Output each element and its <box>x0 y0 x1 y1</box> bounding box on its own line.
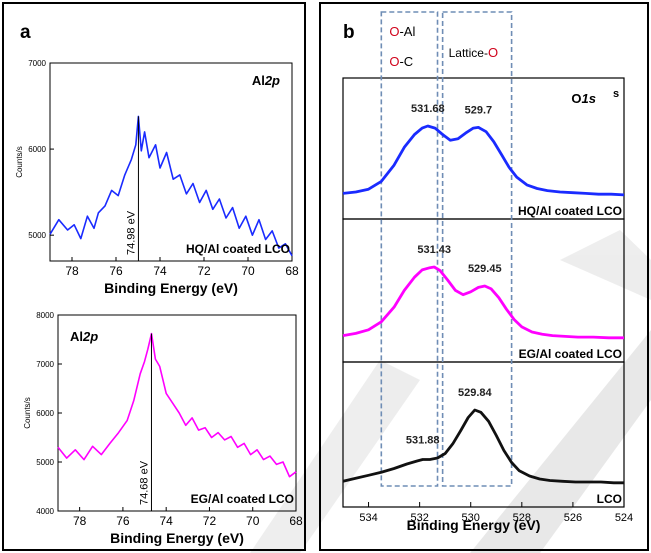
sample-label: HQ/Al coated LCO <box>186 242 290 256</box>
panel-b-label: b <box>343 22 355 43</box>
chart-title: Al2p <box>70 329 98 344</box>
plot-frame <box>49 62 293 262</box>
label-part: -Al <box>399 24 415 39</box>
x-axis-label: Binding Energy (eV) <box>407 517 541 533</box>
peak-label: 531.88 <box>406 435 440 447</box>
chart-o1s: 534 532 530 528 526 524O-AlO-CLattice-O531.68… <box>342 11 633 533</box>
x-tick-label: 526 <box>564 512 582 524</box>
chart-title: Al2p <box>252 73 280 88</box>
x-tick-label: 530 <box>462 512 480 524</box>
region-label: Lattice-O <box>449 45 498 60</box>
sample-label: HQ/Al coated LCO <box>518 204 622 218</box>
panel-b-frame <box>319 2 649 551</box>
x-tick-label: 534 <box>359 512 377 524</box>
label-part: O <box>571 91 581 106</box>
sample-label: LCO <box>597 492 622 506</box>
label-part: 1s <box>582 91 596 106</box>
label-part: Al <box>70 329 83 344</box>
series-line-lco <box>342 408 624 485</box>
peak-label: 531.43 <box>417 244 451 256</box>
chart-title: O1s <box>571 91 596 106</box>
label-part: O <box>488 45 498 60</box>
x-tick-label: 68 <box>289 514 303 528</box>
region-label: O-Al <box>389 24 415 39</box>
sample-label: EG/Al coated LCO <box>519 347 622 361</box>
peak-label: 74.98 eV <box>125 210 137 255</box>
label-part: O <box>389 54 399 69</box>
x-tick-label: 72 <box>203 514 217 528</box>
region-label: O-C <box>389 54 413 69</box>
x-tick-label: 68 <box>285 264 299 278</box>
series-line-eg <box>342 265 624 340</box>
x-tick-label: 78 <box>65 264 79 278</box>
peak-label: 529.7 <box>465 104 493 116</box>
label-part: 2p <box>82 329 98 344</box>
stack-band <box>342 361 625 508</box>
background-watermark <box>250 230 651 553</box>
y-axis-label: Counts/s <box>23 397 32 429</box>
x-tick-label: 74 <box>160 514 174 528</box>
x-tick-label: 76 <box>109 264 123 278</box>
y-tick-label: 6000 <box>28 145 46 154</box>
region-box-lattice-o <box>441 11 513 487</box>
x-tick-label: 528 <box>513 512 531 524</box>
x-axis-label: Binding Energy (eV) <box>110 530 244 546</box>
watermark-stripe <box>250 360 420 553</box>
y-axis-label: Counts/s <box>15 146 24 178</box>
x-tick-label: 78 <box>73 514 87 528</box>
peak-label: 74.68 eV <box>138 460 150 505</box>
x-tick-label: 532 <box>410 512 428 524</box>
peak-label: 529.84 <box>458 387 493 399</box>
series-line-hq <box>342 124 625 197</box>
y-tick-label: 8000 <box>36 311 54 320</box>
y-tick-label: 6000 <box>36 409 54 418</box>
x-tick-label: 76 <box>116 514 130 528</box>
peak-label: 531.68 <box>411 103 445 115</box>
panel-a-label: a <box>20 22 31 43</box>
x-tick-label: 72 <box>197 264 211 278</box>
y-tick-label: 7000 <box>28 59 46 68</box>
series-line-hq <box>49 115 293 257</box>
peak-label: 529.45 <box>468 263 502 275</box>
panel-a-frame <box>2 2 306 551</box>
label-part: Al <box>252 73 265 88</box>
label-part: Lattice- <box>449 46 488 60</box>
x-tick-label: 74 <box>153 264 167 278</box>
y-tick-label: 7000 <box>36 360 54 369</box>
label-part: -C <box>399 54 413 69</box>
label-part: O <box>389 24 399 39</box>
label-part: 2p <box>264 73 280 88</box>
chart-al2p-hq: 78 76 74 72 70 68 5000 6000 7000 74.98 eV HQ/Al co… <box>15 59 299 296</box>
region-box-o-al-o-c <box>380 11 439 487</box>
watermark-stripe <box>470 330 651 553</box>
x-tick-label: 524 <box>615 512 633 524</box>
x-axis-label: Binding Energy (eV) <box>104 280 238 296</box>
y-tick-label: 4000 <box>36 507 54 516</box>
sample-label: EG/Al coated LCO <box>191 492 294 506</box>
corner-letter: s <box>613 88 619 100</box>
stack-band <box>342 218 625 363</box>
x-tick-label: 70 <box>246 514 260 528</box>
chart-al2p-eg: 78 76 74 72 70 68 4000 5000 6000 7000 8000 74.68 eV… <box>23 311 303 546</box>
y-tick-label: 5000 <box>36 458 54 467</box>
series-line-eg <box>57 332 297 478</box>
plot-frame <box>57 314 297 512</box>
watermark-stripe <box>560 230 651 300</box>
y-tick-label: 5000 <box>28 231 46 240</box>
x-tick-label: 70 <box>241 264 255 278</box>
